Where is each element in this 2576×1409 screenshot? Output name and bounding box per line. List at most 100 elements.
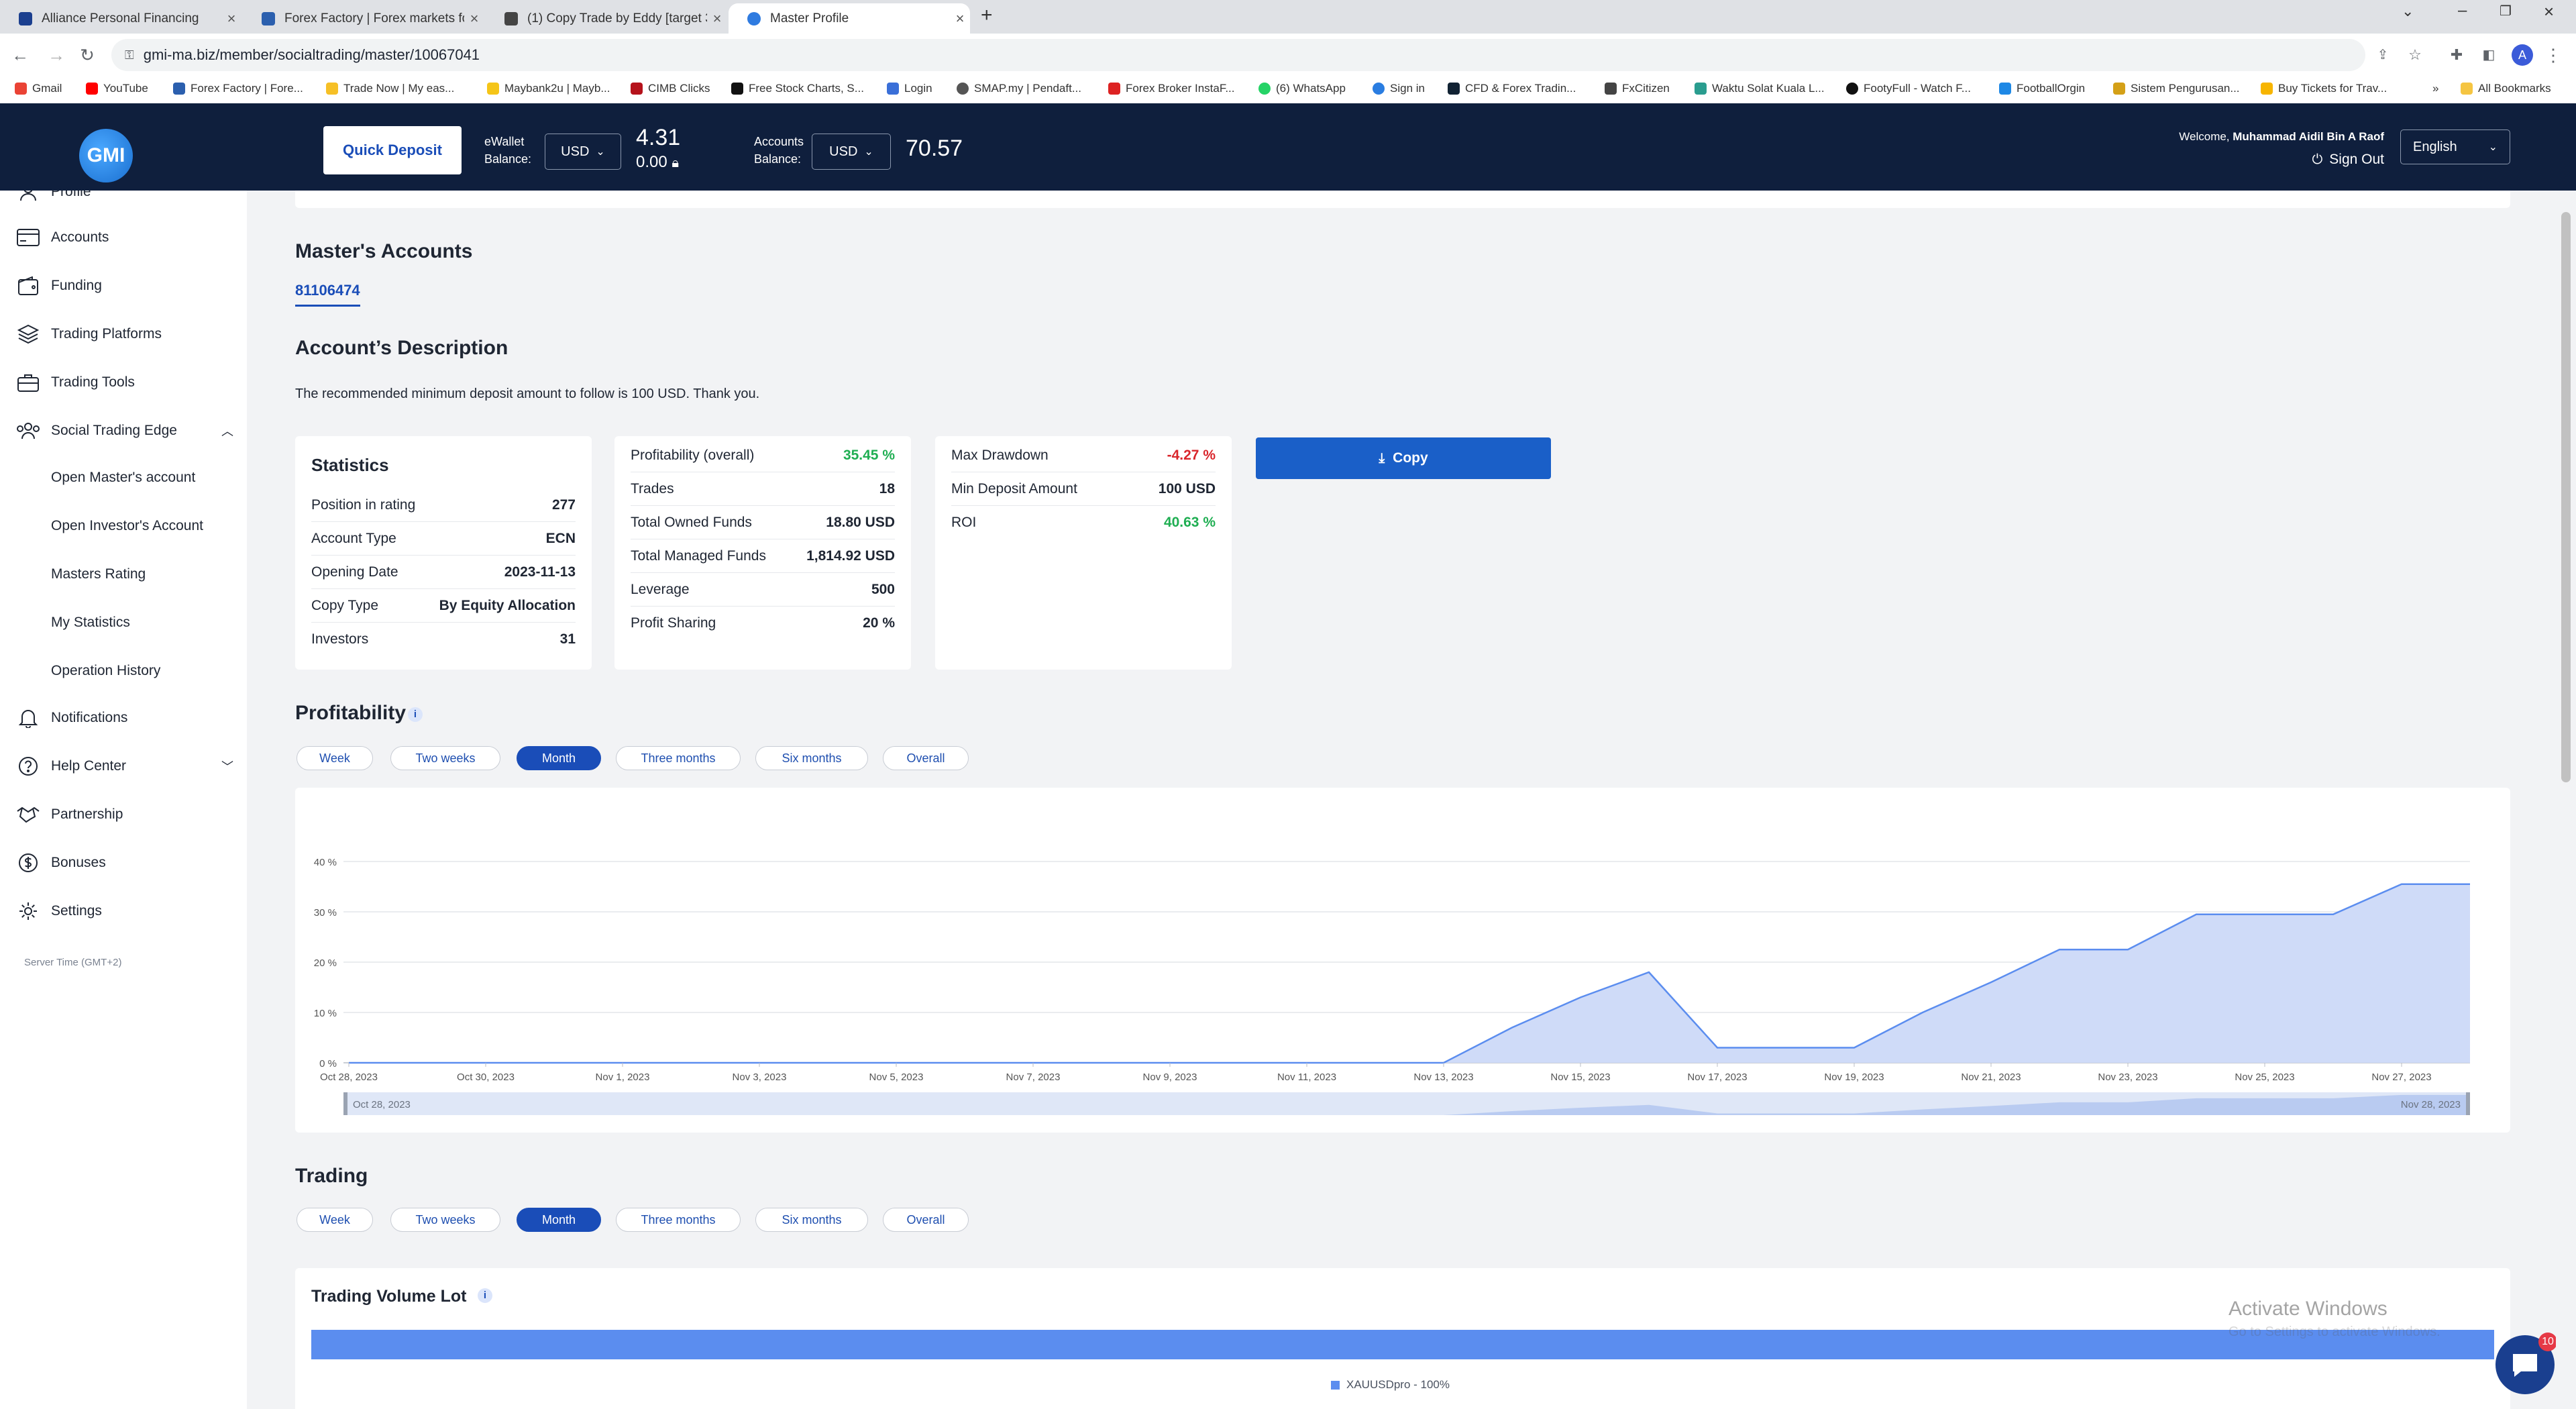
address-bar[interactable]: ⚿ gmi-ma.biz/member/socialtrading/master… [111, 39, 2365, 71]
browser-toolbar: ← → ↻ ⚿ gmi-ma.biz/member/socialtrading/… [0, 34, 2576, 76]
language-select[interactable]: English ⌄ [2400, 129, 2510, 164]
browser-tab[interactable]: (1) Copy Trade by Eddy [target 30%] × [486, 3, 727, 34]
sidebar-subitem[interactable]: Open Master's account [51, 470, 196, 485]
sidebar-subitem[interactable]: Open Investor's Account [51, 518, 203, 533]
bookmark-item[interactable]: Sign in [1373, 82, 1425, 95]
x-tick-label: Nov 1, 2023 [596, 1072, 650, 1083]
bookmark-item[interactable]: Gmail [15, 82, 62, 95]
close-tab-icon[interactable]: × [712, 9, 722, 27]
sidebar-item-partnership[interactable]: Partnership [15, 801, 123, 828]
trading-period-week[interactable]: Week [297, 1208, 373, 1232]
accounts-currency-select[interactable]: USD ⌄ [812, 134, 891, 170]
close-tab-icon[interactable]: × [955, 9, 965, 27]
sidebar-item-help-center[interactable]: Help Center ﹀ [15, 753, 233, 780]
bookmark-item[interactable]: SMAP.my | Pendaft... [957, 82, 1081, 95]
wallet-icon [15, 272, 42, 299]
period-three-months[interactable]: Three months [616, 746, 741, 770]
bookmark-item[interactable]: Login [887, 82, 932, 95]
bookmark-item[interactable]: Maybank2u | Mayb... [487, 82, 610, 95]
trading-period-overall[interactable]: Overall [883, 1208, 969, 1232]
bookmark-item[interactable]: FootyFull - Watch F... [1846, 82, 1971, 95]
bookmark-item[interactable]: CIMB Clicks [631, 82, 710, 95]
x-tick-label: Nov 23, 2023 [2098, 1072, 2157, 1083]
sidebar-item-notifications[interactable]: Notifications [15, 704, 127, 731]
bookmark-item[interactable]: FxCitizen [1605, 82, 1670, 95]
bookmark-item[interactable]: YouTube [86, 82, 148, 95]
close-tab-icon[interactable]: × [227, 9, 236, 27]
trading-period-two-weeks[interactable]: Two weeks [390, 1208, 500, 1232]
period-six-months[interactable]: Six months [755, 746, 868, 770]
risk-stats-card: Max Drawdown -4.27 % Min Deposit Amount 10… [935, 436, 1232, 670]
sidebar-item-social-trading[interactable]: Social Trading Edge ︿ [15, 417, 233, 444]
chevron-up-icon[interactable]: ︿ [221, 425, 233, 438]
ewallet-currency-select[interactable]: USD ⌄ [545, 134, 621, 170]
close-window-icon[interactable]: × [2544, 1, 2555, 21]
copy-button[interactable]: ⤓ Copy [1256, 437, 1551, 479]
sidebar-subitem[interactable]: Masters Rating [51, 566, 146, 582]
period-month[interactable]: Month [517, 746, 601, 770]
trading-period-six-months[interactable]: Six months [755, 1208, 868, 1232]
close-tab-icon[interactable]: × [470, 9, 479, 27]
account-tab[interactable]: 81106474 [295, 282, 360, 307]
page-scrollbar[interactable] [2556, 191, 2576, 1409]
sidebar-item-funding[interactable]: Funding [15, 272, 102, 299]
site-info-icon[interactable]: ⚿ [125, 48, 134, 62]
browser-tab[interactable]: Forex Factory | Forex markets for the sm… [243, 3, 484, 34]
browser-tab-active[interactable]: Master Profile × [729, 3, 970, 34]
new-tab-icon[interactable]: + [981, 4, 993, 26]
gmi-logo[interactable]: GMI [79, 129, 133, 182]
sidebar-item-settings[interactable]: Settings [15, 898, 102, 925]
trading-period-three-months[interactable]: Three months [616, 1208, 741, 1232]
restore-icon[interactable]: ❐ [2500, 4, 2512, 19]
quick-deposit-button[interactable]: Quick Deposit [323, 126, 462, 174]
legend-swatch [1331, 1380, 1340, 1390]
profile-avatar[interactable]: A [2512, 44, 2533, 66]
period-week[interactable]: Week [297, 746, 373, 770]
bookmark-item[interactable]: Forex Factory | Fore... [173, 82, 303, 95]
info-icon[interactable]: i [478, 1288, 492, 1303]
extensions-icon[interactable]: ✚ [2450, 46, 2463, 63]
card-icon [15, 224, 42, 251]
sidebar-item-bonuses[interactable]: Bonuses [15, 849, 106, 876]
bookmark-item[interactable]: Forex Broker InstaF... [1108, 82, 1235, 95]
bookmark-item[interactable]: Buy Tickets for Trav... [2261, 82, 2387, 95]
tab-search-icon[interactable]: ⌄ [2402, 3, 2414, 19]
ewallet-balance-label: eWallet Balance: [484, 135, 532, 166]
browser-tab[interactable]: Alliance Personal Financing × [0, 3, 241, 34]
x-tick-label: Nov 5, 2023 [869, 1072, 924, 1083]
bookmark-item[interactable]: CFD & Forex Tradin... [1448, 82, 1576, 95]
back-icon[interactable]: ← [11, 45, 29, 65]
period-two-weeks[interactable]: Two weeks [390, 746, 500, 770]
bookmark-star-icon[interactable]: ☆ [2408, 46, 2422, 63]
scrollbar-thumb[interactable] [2561, 212, 2571, 782]
browser-menu-icon[interactable]: ⋮ [2544, 45, 2562, 65]
sign-out-link[interactable]: ⏻ Sign Out [2312, 152, 2384, 167]
sidebar-subitem[interactable]: Operation History [51, 663, 161, 678]
bookmark-item[interactable]: Waktu Solat Kuala L... [1695, 82, 1825, 95]
forward-icon[interactable]: → [48, 45, 65, 65]
x-tick-label: Nov 17, 2023 [1687, 1072, 1747, 1083]
chevron-down-icon[interactable]: ﹀ [221, 760, 233, 774]
chat-widget-button[interactable] [2496, 1335, 2555, 1394]
minimize-icon[interactable]: – [2458, 1, 2467, 19]
bookmarks-overflow-icon[interactable]: » [2432, 82, 2439, 95]
info-icon[interactable]: i [408, 707, 423, 722]
masters-accounts-title: Master's Accounts [295, 240, 473, 262]
sidebar-item-profile[interactable]: Profile [15, 191, 91, 205]
period-overall[interactable]: Overall [883, 746, 969, 770]
profitability-chart-svg: 0 % 10 % 20 % 30 % 40 % Oct 28, 2023 Oct 30, 2… [314, 857, 2470, 1115]
all-bookmarks[interactable]: All Bookmarks [2461, 82, 2551, 95]
sidebar-item-trading-platforms[interactable]: Trading Platforms [15, 321, 162, 348]
reload-icon[interactable]: ↻ [80, 45, 95, 65]
bookmark-item[interactable]: (6) WhatsApp [1258, 82, 1346, 95]
sidebar-item-accounts[interactable]: Accounts [15, 224, 109, 251]
trading-period-month[interactable]: Month [517, 1208, 601, 1232]
side-panel-icon[interactable]: ◧ [2482, 48, 2496, 62]
bookmark-item[interactable]: Free Stock Charts, S... [731, 82, 864, 95]
bookmark-item[interactable]: Sistem Pengurusan... [2113, 82, 2240, 95]
sidebar-item-trading-tools[interactable]: Trading Tools [15, 369, 135, 396]
share-icon[interactable]: ⇪ [2377, 48, 2389, 62]
bookmark-item[interactable]: Trade Now | My eas... [326, 82, 454, 95]
bookmark-item[interactable]: FootballOrgin [1999, 82, 2085, 95]
sidebar-subitem[interactable]: My Statistics [51, 615, 130, 630]
